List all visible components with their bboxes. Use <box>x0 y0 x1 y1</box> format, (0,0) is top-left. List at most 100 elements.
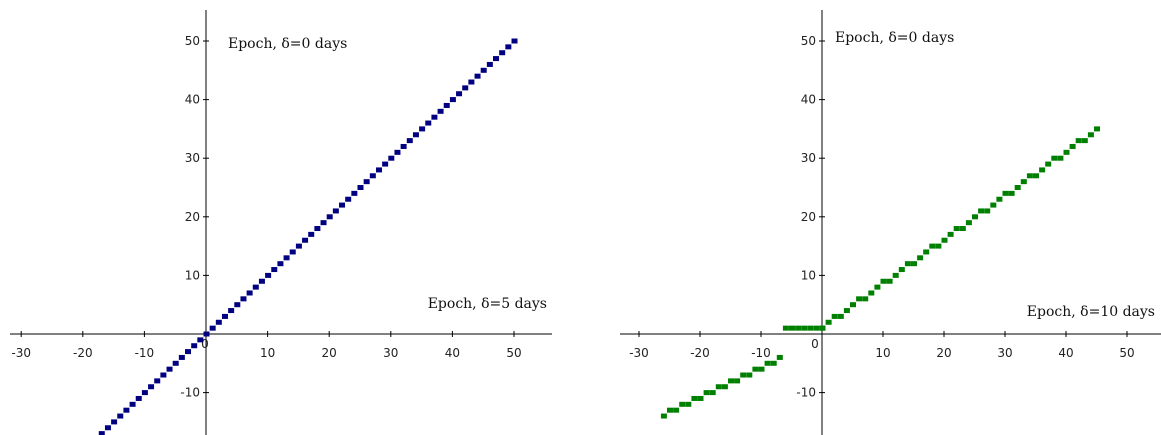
data-point <box>283 255 290 261</box>
y-tick-label: 10 <box>801 268 816 282</box>
data-point <box>289 249 296 255</box>
data-point <box>326 214 333 220</box>
x-tick-label: -30 <box>629 346 649 360</box>
data-point <box>1014 185 1021 190</box>
data-point <box>1045 161 1052 167</box>
y-tick-label: 30 <box>801 151 816 165</box>
x-tick-label: -20 <box>73 346 93 360</box>
data-point <box>123 407 130 413</box>
data-point <box>904 261 911 267</box>
x-tick-label: 30 <box>383 346 398 360</box>
annotation-top: Epoch, δ=0 days <box>228 36 347 52</box>
x-tick-label: -10 <box>751 346 771 360</box>
x-tick-label: 50 <box>1119 346 1134 360</box>
data-point <box>728 378 734 384</box>
data-point <box>382 161 389 167</box>
data-point <box>850 302 856 308</box>
x-tick-label: 40 <box>445 346 460 360</box>
data-point <box>388 155 395 161</box>
data-point <box>117 413 124 419</box>
data-point <box>185 349 192 355</box>
data-point <box>843 308 850 314</box>
data-point <box>1081 138 1088 144</box>
data-point <box>776 354 783 360</box>
data-point <box>339 202 346 208</box>
data-point <box>770 360 777 366</box>
data-point <box>345 196 352 202</box>
data-point <box>1051 155 1058 161</box>
data-point <box>154 378 161 384</box>
x-tick-label: -30 <box>11 346 31 360</box>
data-point <box>1008 190 1015 196</box>
data-point <box>351 190 358 196</box>
x-tick-label: 20 <box>936 346 951 360</box>
data-point <box>375 167 382 173</box>
data-point <box>363 179 370 185</box>
data-point <box>1063 149 1070 155</box>
data-point <box>172 360 179 366</box>
data-point <box>673 407 680 413</box>
data-point <box>314 226 321 232</box>
y-tick-label: 10 <box>185 268 200 282</box>
x-tick-label: 40 <box>1058 346 1073 360</box>
data-point <box>715 384 722 390</box>
data-point <box>1026 173 1033 179</box>
data-point <box>271 267 278 273</box>
data-point <box>400 143 407 149</box>
data-point <box>831 313 838 319</box>
data-point <box>406 138 413 144</box>
data-point <box>746 372 753 378</box>
data-point <box>295 243 302 249</box>
x-tick-label: 0 <box>811 337 819 351</box>
data-point <box>246 290 253 296</box>
data-point <box>111 419 118 425</box>
data-point <box>947 231 954 237</box>
data-point <box>332 208 339 214</box>
annotation-top: Epoch, δ=0 days <box>835 30 954 46</box>
data-point <box>215 319 222 325</box>
data-point <box>468 79 475 85</box>
data-point <box>252 284 259 290</box>
data-point <box>825 319 832 325</box>
data-point <box>369 173 376 179</box>
data-point <box>734 378 741 384</box>
x-tick-label: 10 <box>260 346 275 360</box>
data-point <box>425 120 432 126</box>
data-point <box>258 278 265 284</box>
data-point <box>98 431 105 435</box>
y-tick-label: 20 <box>801 210 816 224</box>
data-point <box>764 360 771 366</box>
data-point <box>148 384 155 390</box>
data-point <box>135 395 142 401</box>
data-point <box>667 407 673 413</box>
chart-panel-1: -30 -20 -10 0 10 20 30 40 50 50 40 30 20 10 -10 Epoch, … <box>10 10 552 435</box>
data-point <box>1002 190 1009 196</box>
y-tick-label: -10 <box>180 386 200 400</box>
data-point <box>703 390 710 396</box>
data-point <box>740 372 747 378</box>
data-point <box>221 313 228 319</box>
data-point <box>868 290 875 296</box>
data-point <box>752 366 759 372</box>
data-point <box>240 296 247 302</box>
data-point <box>160 372 167 378</box>
data-point <box>959 226 966 232</box>
data-point <box>511 38 518 44</box>
data-point <box>697 395 704 401</box>
data-point <box>801 325 808 331</box>
data-series <box>660 126 1100 419</box>
data-point <box>1039 167 1046 173</box>
data-point <box>1033 173 1039 179</box>
data-point <box>104 425 111 431</box>
data-point <box>209 325 216 331</box>
data-point <box>996 196 1003 202</box>
y-tick-label: 50 <box>801 34 816 48</box>
y-tick-label: 30 <box>185 151 200 165</box>
data-point <box>394 149 401 155</box>
data-point <box>178 354 185 360</box>
x-tick-label: -10 <box>135 346 155 360</box>
y-tick-label: 20 <box>185 210 200 224</box>
data-point <box>486 61 493 67</box>
data-point <box>965 220 972 226</box>
